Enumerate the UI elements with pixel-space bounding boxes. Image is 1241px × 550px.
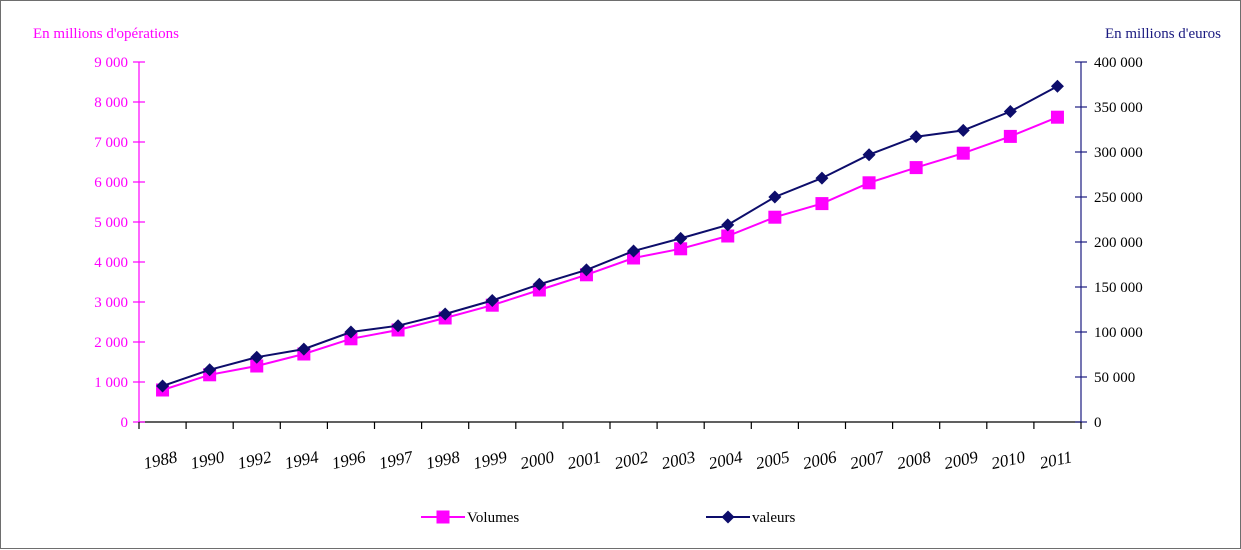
volumes-point	[956, 146, 970, 160]
x-tick-label: 1996	[330, 447, 368, 473]
volumes-point	[344, 332, 358, 346]
x-tick-label: 1999	[471, 447, 509, 473]
valeurs-point	[203, 363, 217, 377]
y-left-tick-label: 1 000	[94, 375, 128, 391]
legend-item-volumes: Volumes	[421, 510, 519, 526]
volumes-point	[815, 197, 829, 211]
valeurs-point	[768, 190, 782, 204]
series-line-valeurs	[162, 85, 1058, 387]
x-tick-label: 2001	[566, 447, 603, 473]
volumes-point	[250, 359, 264, 373]
valeurs-point	[297, 342, 311, 356]
x-tick-label: 2000	[519, 447, 557, 473]
valeurs-point	[862, 148, 876, 162]
x-tick-label: 2005	[754, 447, 791, 473]
series-line-volumes	[162, 116, 1058, 391]
x-tick-label: 2007	[848, 447, 887, 473]
x-tick-label: 2008	[895, 447, 933, 473]
legend-marker	[721, 510, 735, 524]
valeurs-point	[721, 218, 735, 232]
x-tick-label: 2011	[1038, 447, 1074, 472]
y-right-tick-label: 200 000	[1094, 235, 1143, 251]
valeurs-point	[438, 307, 452, 321]
y-axis-right-label: En millions d'euros	[1105, 26, 1221, 42]
x-tick-label: 1997	[377, 447, 416, 473]
valeurs-point	[1003, 105, 1017, 118]
series-volumes	[156, 110, 1064, 397]
y-right-tick-label: 250 000	[1094, 190, 1143, 206]
x-tick-label: 2010	[990, 447, 1028, 473]
legend-marker	[436, 510, 450, 524]
series-valeurs	[156, 79, 1064, 393]
x-tick-label: 1988	[142, 447, 180, 473]
legend-label: Volumes	[467, 510, 519, 526]
valeurs-point	[1050, 79, 1064, 93]
x-tick-label: 2002	[613, 447, 651, 473]
y-right-tick-label: 400 000	[1094, 55, 1143, 71]
legend: Volumes valeurs	[421, 510, 795, 526]
valeurs-point	[815, 171, 829, 185]
volumes-point	[674, 242, 688, 256]
y-left-tick-label: 9 000	[94, 55, 128, 71]
y-left-tick-label: 8 000	[94, 95, 128, 111]
x-tick-label: 2003	[660, 447, 697, 473]
valeurs-point	[485, 294, 499, 307]
y-left-tick-label: 3 000	[94, 295, 128, 311]
volumes-point	[1050, 110, 1064, 124]
y-left-tick-label: 6 000	[94, 175, 128, 191]
x-tick-label: 1994	[283, 447, 321, 473]
x-tick-label: 1992	[236, 447, 274, 473]
valeurs-point	[156, 379, 170, 393]
axes	[138, 62, 1082, 423]
y-right-tick-label: 150 000	[1094, 280, 1143, 296]
valeurs-point	[391, 319, 405, 333]
y-right-tick-label: 50 000	[1094, 370, 1135, 386]
legend-item-valeurs: valeurs	[706, 510, 795, 526]
y-left-tick-label: 2 000	[94, 335, 128, 351]
valeurs-point	[909, 130, 923, 144]
series-layer	[156, 79, 1064, 397]
y-axis-left-label: En millions d'opérations	[33, 26, 179, 42]
y-right-tick-label: 300 000	[1094, 145, 1143, 161]
y-left-tick-label: 7 000	[94, 135, 128, 151]
valeurs-point	[956, 123, 970, 137]
y-left-tick-label: 0	[121, 415, 129, 431]
x-tick-label: 2006	[801, 447, 839, 473]
volumes-point	[627, 251, 641, 265]
x-tick-label: 1990	[189, 447, 227, 473]
volumes-point	[721, 229, 735, 243]
x-tick-label: 2009	[942, 447, 980, 473]
x-tick-label: 2004	[707, 447, 745, 473]
valeurs-point	[532, 277, 546, 291]
volumes-point	[862, 176, 876, 190]
y-right-tick-label: 0	[1094, 415, 1102, 431]
x-tick-label: 1998	[424, 447, 462, 473]
valeurs-point	[344, 325, 358, 339]
volumes-point	[909, 161, 923, 175]
volumes-point	[768, 210, 782, 224]
valeurs-point	[674, 231, 688, 245]
valeurs-point	[250, 350, 264, 364]
y-right-tick-label: 100 000	[1094, 325, 1143, 341]
y-left-tick-label: 5 000	[94, 215, 128, 231]
volumes-point	[1003, 129, 1017, 143]
y-left-tick-label: 4 000	[94, 255, 128, 271]
valeurs-point	[579, 263, 593, 277]
valeurs-point	[627, 244, 641, 258]
y-right-tick-label: 350 000	[1094, 100, 1143, 116]
legend-label: valeurs	[752, 510, 795, 526]
